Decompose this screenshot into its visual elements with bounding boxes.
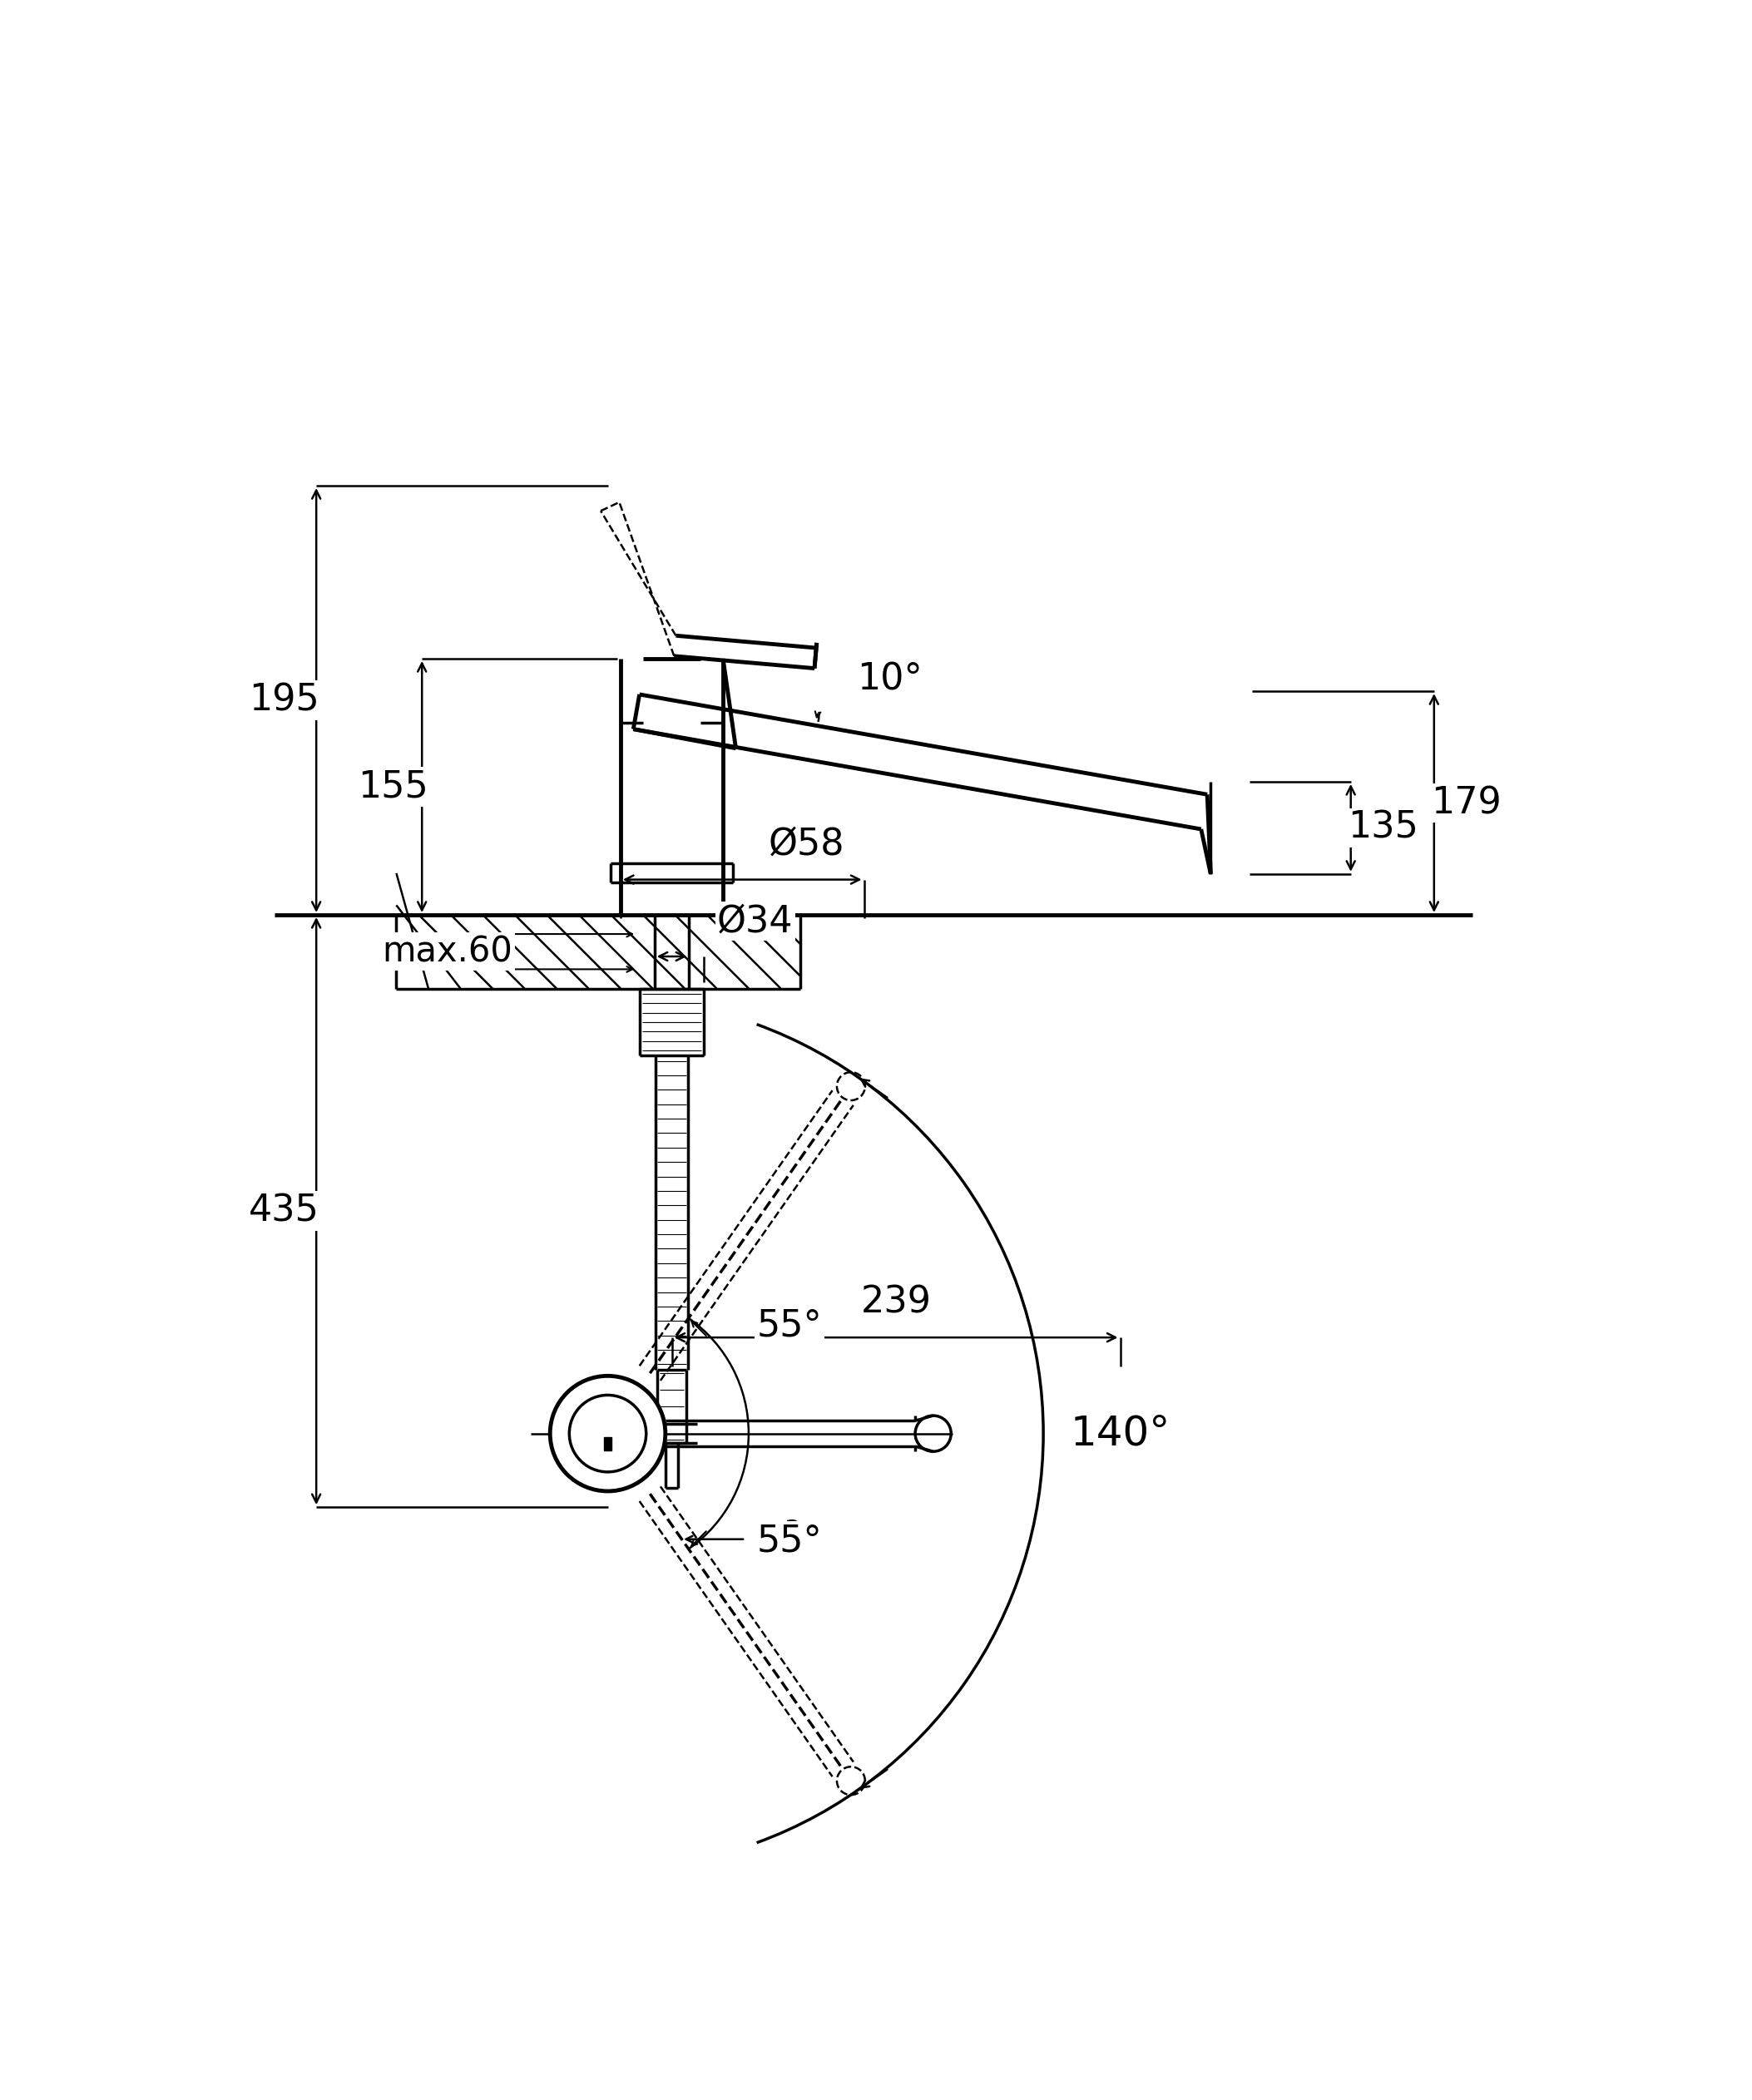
Text: max.60: max.60: [382, 934, 513, 968]
Text: 55°: 55°: [757, 1522, 822, 1558]
Text: G$^3\!/_8$: G$^3\!/_8$: [755, 1518, 825, 1560]
Text: 55°: 55°: [757, 1308, 822, 1344]
Text: 135: 135: [1347, 811, 1417, 846]
Text: 140°: 140°: [1070, 1413, 1170, 1453]
Text: 195: 195: [249, 682, 319, 718]
Text: 239: 239: [860, 1285, 932, 1321]
Text: 155: 155: [357, 769, 429, 804]
Circle shape: [569, 1394, 646, 1472]
Text: Ø58: Ø58: [767, 827, 844, 863]
Text: 179: 179: [1431, 785, 1501, 821]
Bar: [604, 1436, 611, 1451]
Text: Ø34: Ø34: [717, 903, 794, 939]
Circle shape: [550, 1376, 666, 1491]
Text: 435: 435: [249, 1193, 319, 1228]
Text: 10°: 10°: [857, 662, 922, 697]
